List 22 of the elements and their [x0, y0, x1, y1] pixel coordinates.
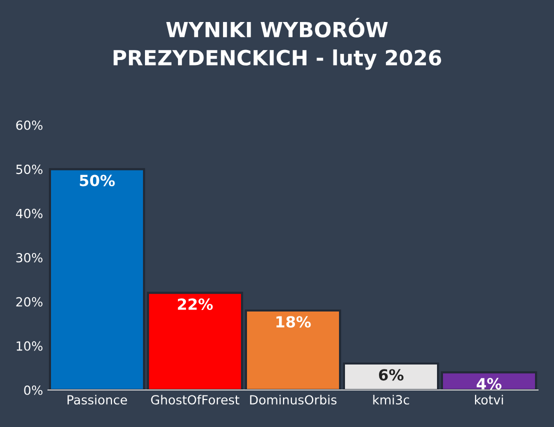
bar: [146, 292, 244, 390]
y-tick-label: 40%: [16, 208, 42, 218]
bar: [48, 168, 146, 390]
x-tick-label: Passionce: [68, 394, 127, 405]
y-tick-label: 20%: [16, 297, 42, 307]
y-tick-label: 30%: [16, 252, 42, 262]
data-label: 4%: [476, 378, 502, 390]
x-tick-label: DominusOrbis: [250, 394, 336, 405]
y-tick-label: 50%: [16, 164, 42, 174]
data-label: 22%: [178, 298, 213, 310]
chart-title: WYNIKI WYBORÓW PREZYDENCKICH - luty 2026: [114, 18, 442, 70]
x-tick-label: kotvi: [475, 394, 503, 405]
data-label: 6%: [378, 369, 404, 381]
data-label: 18%: [276, 316, 311, 328]
x-tick-label: GhostOfForest: [151, 394, 240, 405]
y-tick-label: 60%: [16, 120, 42, 130]
x-tick-label: kmi3c: [373, 394, 410, 405]
data-label: 50%: [80, 174, 115, 186]
y-tick-label: 10%: [16, 341, 42, 351]
bar: [244, 309, 342, 390]
y-tick-label: 0%: [24, 385, 42, 395]
bar: [342, 362, 440, 390]
